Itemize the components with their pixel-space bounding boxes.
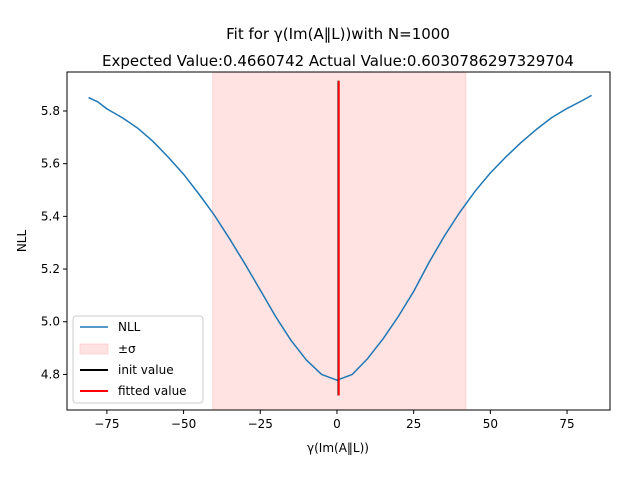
x-tick-label: 75 (559, 417, 574, 431)
legend-swatch-sigma (79, 343, 109, 355)
chart-title-line2: Expected Value:0.4660742 Actual Value:0.… (102, 52, 574, 70)
legend: NLL ±σ init value fitted value (72, 315, 204, 404)
y-tick-label: 5.6 (41, 157, 60, 171)
x-axis-label: γ(Im(A‖L)) (307, 441, 369, 455)
y-tick-label: 5.4 (41, 209, 60, 223)
x-tick-label: −75 (94, 417, 119, 431)
x-tick-label: 50 (483, 417, 498, 431)
y-tick-label: 4.8 (41, 367, 60, 381)
x-tick-label: 25 (406, 417, 421, 431)
y-tick-label: 5.0 (41, 315, 60, 329)
plot-frame (66, 71, 611, 411)
y-axis-ticks: 4.8 5.0 5.2 5.4 5.6 5.8 (41, 104, 67, 381)
x-tick-label: 0 (333, 417, 341, 431)
y-tick-label: 5.2 (41, 262, 60, 276)
y-axis-label: NLL (15, 230, 29, 253)
y-tick-label: 5.8 (41, 104, 60, 118)
series-line-nll (88, 94, 592, 381)
x-tick-label: −25 (248, 417, 273, 431)
x-tick-label: −50 (171, 417, 196, 431)
series-layer (88, 80, 592, 396)
chart-title: Fit for γ(Im(A‖L))with N=1000 Expected V… (102, 25, 574, 70)
legend-label-sigma: ±σ (118, 342, 136, 356)
legend-box (72, 315, 204, 404)
legend-label-nll: NLL (118, 320, 141, 334)
x-axis-ticks: −75 −50 −25 0 25 50 75 (94, 410, 575, 431)
legend-label-fitted: fitted value (118, 384, 187, 398)
legend-label-init: init value (118, 363, 174, 377)
chart-title-line1: Fit for γ(Im(A‖L))with N=1000 (226, 25, 450, 43)
